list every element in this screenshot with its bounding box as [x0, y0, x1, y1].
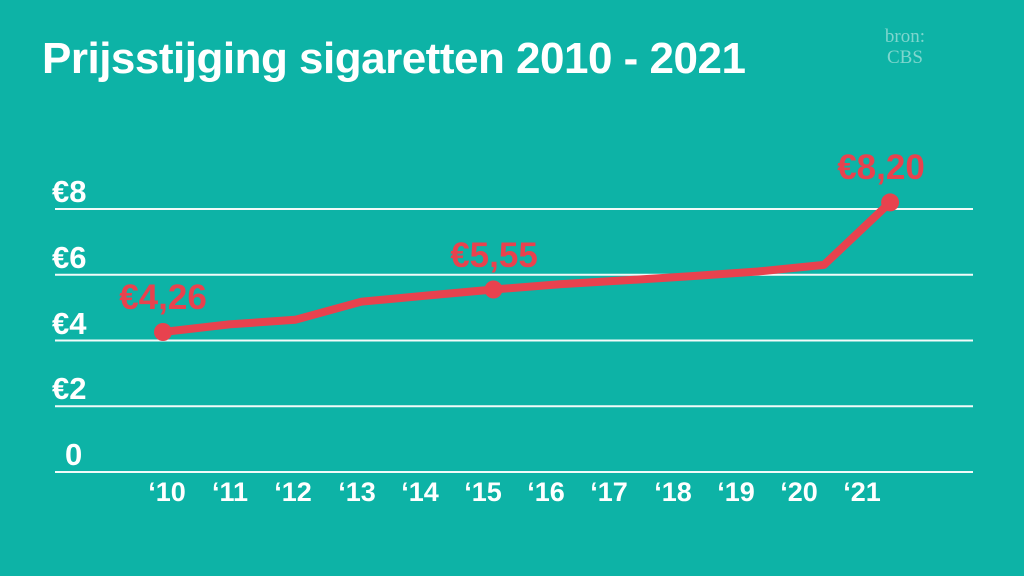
- data-point-label: €8,20: [837, 148, 925, 187]
- x-tick-label: ‘17: [590, 477, 628, 507]
- x-tick-label: ‘18: [654, 477, 692, 507]
- x-tick-label: ‘20: [780, 477, 818, 507]
- chart-title: Prijsstijging sigaretten 2010 - 2021: [42, 34, 746, 83]
- y-tick-label: €4: [52, 306, 87, 341]
- x-tick-label: ‘15: [464, 477, 502, 507]
- data-point-label: €4,26: [119, 278, 207, 317]
- data-point-marker: [484, 280, 503, 299]
- y-tick-label: 0: [65, 437, 83, 472]
- data-point-marker: [154, 323, 172, 341]
- source-attribution: bron: CBS: [885, 26, 925, 68]
- x-tick-label: ‘14: [401, 477, 439, 507]
- y-tick-label: €6: [52, 240, 87, 275]
- price-line: [159, 198, 895, 336]
- x-tick-label: ‘13: [338, 477, 376, 507]
- x-tick-label: ‘19: [717, 477, 755, 507]
- x-tick-label: ‘21: [843, 477, 881, 507]
- x-tick-label: ‘10: [148, 477, 186, 507]
- data-point-marker: [881, 193, 900, 212]
- data-point-label: €5,55: [450, 236, 538, 275]
- x-tick-label: ‘12: [274, 477, 312, 507]
- x-tick-label: ‘11: [211, 477, 249, 507]
- source-label: bron:: [884, 26, 925, 47]
- source-name: CBS: [886, 47, 923, 68]
- y-tick-label: €8: [52, 174, 87, 209]
- y-tick-label: €2: [52, 371, 87, 406]
- x-tick-label: ‘16: [527, 477, 565, 507]
